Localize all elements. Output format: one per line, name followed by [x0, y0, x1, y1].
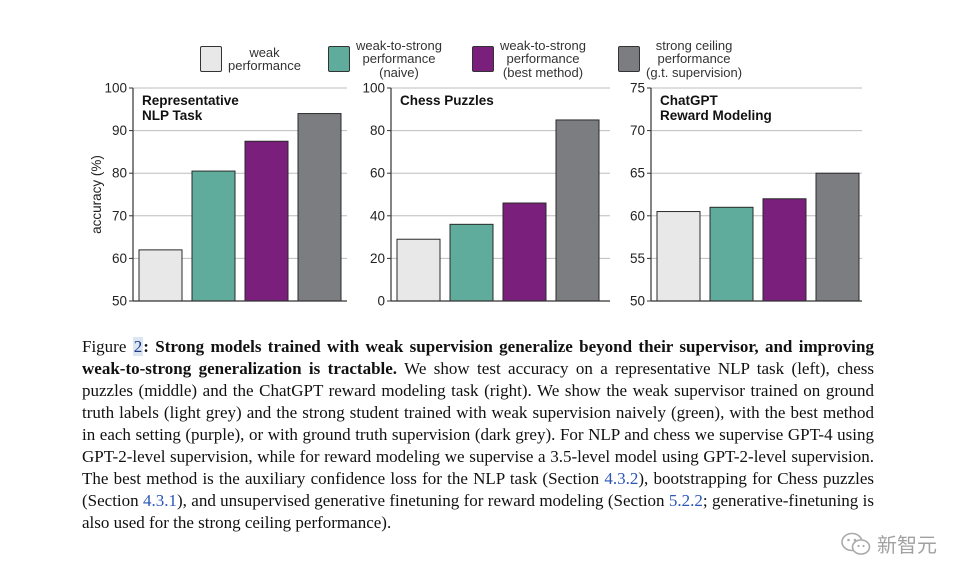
chart-title: Chess Puzzles: [400, 93, 494, 108]
bar-3: [762, 198, 807, 302]
legend-label: weak-to-strong performance (naive): [356, 37, 442, 80]
charts-svg: 50 60 70 80 90 100 Representative NLP Task accur…: [89, 81, 862, 309]
y-tick-label: 50: [112, 294, 127, 309]
watermark: 新智元: [841, 529, 937, 558]
bar-1: [656, 211, 701, 302]
y-tick-label: 70: [112, 208, 127, 223]
y-tick-label: 0: [377, 294, 385, 309]
legend-label: weak performance: [228, 44, 301, 73]
caption-body-2: ), bootstrapping for Chess puzzles (Sect…: [82, 469, 874, 510]
watermark-text: 新智元: [877, 533, 937, 557]
bar-2: [709, 206, 754, 302]
y-tick-label: 55: [630, 251, 645, 266]
y-tick-label: 20: [370, 251, 385, 266]
caption-ref-section-3[interactable]: 5.2.2: [668, 491, 703, 510]
chart-panel-3: 50 55 60 65 70 75 ChatGPT Reward Modeling: [630, 81, 862, 309]
y-tick-label: 60: [630, 208, 645, 223]
chart-panel-2: 0 20 40 60 80 100 Chess Puzzles: [362, 81, 610, 309]
legend-item-1: weak performance: [200, 38, 301, 80]
chart-title: ChatGPT Reward Modeling: [660, 93, 772, 123]
figure-caption: Figure 2: Strong models trained with wea…: [82, 336, 874, 534]
caption-body-4: ; generative-finetuning is also used for…: [82, 491, 875, 532]
wechat-icon: [841, 532, 871, 555]
y-tick-label: 60: [370, 166, 385, 181]
y-tick-label: 65: [630, 166, 645, 181]
bar-3: [502, 202, 547, 302]
y-tick-label: 100: [362, 81, 385, 96]
caption-body-1: We show test accuracy on a representativ…: [82, 359, 874, 488]
bar-4: [297, 113, 342, 302]
chart-title: Representative NLP Task: [142, 93, 239, 123]
legend-label: strong ceiling performance (g.t. supervisi…: [646, 37, 743, 80]
y-tick-label: 100: [104, 81, 127, 96]
caption-body-3: ), and unsupervised generative finetunin…: [177, 491, 669, 510]
y-tick-label: 80: [370, 123, 385, 138]
y-tick-label: 40: [370, 208, 385, 223]
legend-swatch: [328, 46, 350, 72]
legend-label: weak-to-strong performance (best method): [500, 37, 586, 80]
bar-4: [815, 172, 860, 302]
legend: weak performance weak-to-strong performance…: [200, 38, 760, 80]
caption-label: Figure: [82, 337, 133, 356]
y-tick-label: 50: [630, 294, 645, 309]
legend-swatch: [618, 46, 640, 72]
y-tick-label: 60: [112, 251, 127, 266]
bar-1: [138, 249, 183, 302]
bar-4: [555, 119, 600, 302]
y-axis-label: accuracy (%): [89, 155, 104, 234]
bar-3: [244, 140, 289, 302]
y-tick-label: 70: [630, 123, 645, 138]
legend-item-2: weak-to-strong performance (naive): [328, 38, 442, 80]
caption-bold-summary: : Strong models trained with weak superv…: [82, 337, 874, 378]
figure-charts: 50 60 70 80 90 100 Representative NLP Task accur…: [0, 80, 967, 310]
y-tick-label: 75: [630, 81, 645, 96]
caption-figure-number[interactable]: 2: [132, 337, 144, 356]
caption-ref-section-1[interactable]: 4.3.2: [604, 469, 639, 488]
legend-swatch: [200, 46, 222, 72]
y-tick-label: 90: [112, 123, 127, 138]
bar-2: [191, 170, 236, 302]
legend-swatch: [472, 46, 494, 72]
caption-ref-section-2[interactable]: 4.3.1: [143, 491, 178, 510]
bar-1: [396, 238, 441, 302]
legend-item-4: strong ceiling performance (g.t. supervisi…: [618, 38, 742, 80]
y-tick-label: 80: [112, 166, 127, 181]
bar-2: [449, 223, 494, 302]
legend-item-3: weak-to-strong performance (best method): [472, 38, 586, 80]
chart-panel-1: 50 60 70 80 90 100 Representative NLP Task accur…: [89, 81, 347, 309]
